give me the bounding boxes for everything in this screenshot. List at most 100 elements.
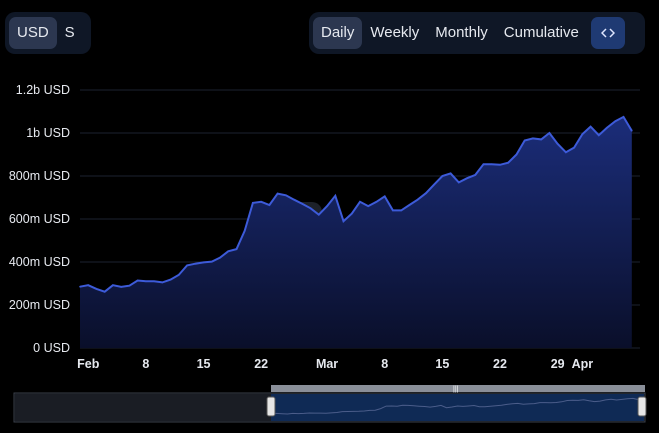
data-point — [441, 175, 444, 177]
data-point — [556, 143, 559, 145]
data-point — [334, 195, 337, 197]
data-point — [400, 209, 403, 212]
data-point — [243, 230, 246, 232]
brush-drag-bar[interactable] — [271, 385, 645, 392]
data-point — [342, 220, 345, 222]
data-point — [416, 198, 419, 201]
currency-s-button[interactable]: S — [64, 24, 75, 41]
data-point — [581, 133, 584, 135]
data-point — [235, 248, 238, 250]
data-point — [598, 134, 600, 136]
code-icon — [600, 28, 615, 38]
data-point — [112, 284, 114, 286]
data-point — [367, 205, 370, 207]
data-point — [540, 138, 542, 141]
data-point — [408, 204, 411, 206]
brush-left-handle[interactable] — [266, 396, 276, 417]
data-point — [425, 192, 427, 194]
y-tick-label: 1.2b USD — [16, 83, 70, 97]
x-tick-label: 29 — [551, 357, 565, 371]
data-point — [375, 201, 378, 203]
series-area — [80, 116, 632, 349]
data-point — [95, 288, 98, 290]
brush-right-handle[interactable] — [637, 396, 647, 417]
data-point — [318, 213, 320, 216]
data-point — [499, 164, 501, 166]
data-point — [120, 286, 122, 288]
x-tick-label: 15 — [197, 357, 211, 371]
y-tick-label: 1b USD — [26, 126, 70, 140]
data-point — [532, 137, 534, 140]
brush-minimap-line — [270, 397, 639, 415]
range-brush[interactable]: ||| — [0, 382, 659, 433]
data-point — [631, 130, 633, 132]
brush-unselected-region — [15, 394, 271, 421]
range-cumulative-button[interactable]: Cumulative — [503, 24, 579, 41]
data-point — [326, 205, 328, 207]
range-daily-button[interactable]: Daily — [313, 17, 363, 49]
x-tick-label: Apr — [572, 357, 594, 371]
x-axis: Feb 8 15 22 Mar 8 15 22 29 Apr — [77, 357, 593, 371]
x-tick-label: 8 — [142, 357, 149, 371]
x-tick-label: 22 — [493, 357, 507, 371]
data-point — [211, 260, 213, 263]
y-tick-label: 600m USD — [9, 212, 70, 226]
data-point — [351, 212, 353, 215]
data-point — [186, 264, 188, 267]
data-point — [589, 125, 592, 128]
data-point — [458, 181, 460, 184]
y-tick-label: 800m USD — [9, 169, 70, 183]
data-point — [136, 279, 139, 282]
data-point — [523, 139, 526, 142]
data-point — [219, 256, 221, 259]
data-point — [491, 163, 493, 165]
data-point — [573, 146, 575, 149]
x-tick-label: 22 — [254, 357, 268, 371]
embed-button[interactable] — [590, 17, 625, 49]
series-points — [79, 116, 633, 293]
data-point — [103, 290, 106, 293]
currency-toggle: USD S — [5, 12, 91, 54]
data-point — [128, 284, 131, 287]
data-point — [227, 250, 229, 253]
data-point — [194, 262, 197, 265]
series-line — [79, 115, 633, 293]
x-tick-label: Feb — [77, 357, 100, 371]
brush-selected-region[interactable] — [271, 394, 644, 421]
data-point — [449, 172, 452, 175]
currency-usd-button[interactable]: USD — [9, 17, 57, 49]
data-point — [548, 132, 551, 134]
data-point — [153, 280, 155, 283]
x-tick-label: 8 — [381, 357, 388, 371]
data-point — [309, 207, 312, 210]
range-monthly-button[interactable]: Monthly — [435, 24, 488, 41]
data-point — [482, 163, 485, 165]
data-point — [515, 153, 518, 156]
data-point — [507, 161, 510, 164]
y-tick-label: 400m USD — [9, 255, 70, 269]
area-chart: 0 USD 200m USD 400m USD 600m USD 800m USD 1b … — [9, 83, 640, 371]
data-point — [392, 209, 394, 212]
data-point — [301, 203, 304, 205]
data-point — [276, 192, 279, 195]
data-point — [79, 285, 81, 288]
data-point — [614, 120, 617, 122]
x-tick-label: 15 — [435, 357, 449, 371]
brush-grip-icon: ||| — [453, 386, 459, 393]
data-point — [359, 201, 361, 203]
data-point — [606, 126, 608, 129]
data-point — [202, 261, 205, 264]
y-axis: 0 USD 200m USD 400m USD 600m USD 800m USD 1b … — [9, 83, 70, 355]
data-point — [293, 198, 295, 201]
data-point — [466, 177, 468, 179]
data-point — [383, 195, 386, 198]
data-point — [433, 183, 435, 186]
data-point — [169, 278, 172, 281]
range-weekly-button[interactable]: Weekly — [370, 24, 420, 41]
data-point — [161, 281, 164, 284]
data-point — [260, 201, 263, 203]
data-point — [285, 194, 287, 197]
data-point — [268, 204, 271, 206]
data-point — [622, 116, 625, 118]
x-tick-label: Mar — [316, 357, 338, 371]
